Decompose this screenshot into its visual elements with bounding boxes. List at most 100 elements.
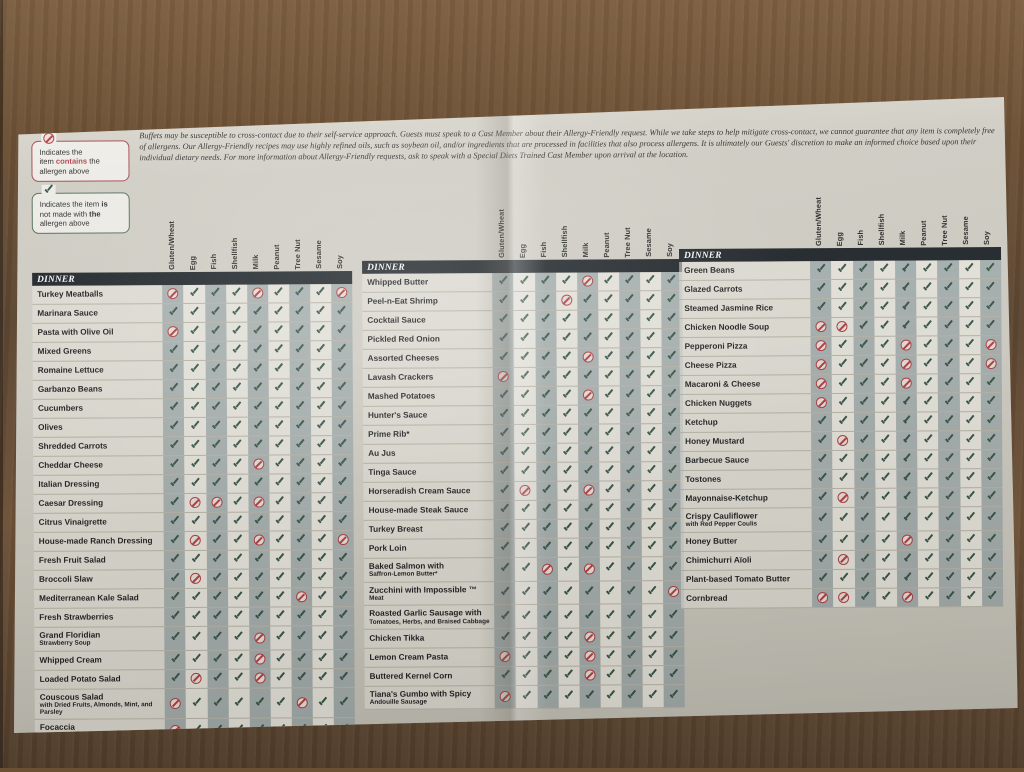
table-row[interactable]: Loaded Potato Salad <box>35 668 355 689</box>
table-row[interactable]: House-made Ranch Dressing <box>34 530 354 551</box>
table-row[interactable]: Steamed Jasmine Rice <box>679 298 1001 319</box>
check-icon <box>647 523 657 533</box>
table-row[interactable]: Horseradish Cream Sauce <box>363 480 683 501</box>
table-row[interactable]: Mediterranean Kale Salad <box>34 587 354 608</box>
table-row[interactable]: House-made Steak Sauce <box>364 499 684 520</box>
allergen-contains-cell <box>249 626 270 650</box>
allergen-free-cell <box>982 568 1003 587</box>
table-row[interactable]: Caesar Dressing <box>33 492 353 513</box>
table-row[interactable]: Peel-n-Eat Shrimp <box>362 290 682 311</box>
allergen-free-cell <box>312 588 333 607</box>
table-row[interactable]: Honey Butter <box>681 530 1003 551</box>
table-row[interactable]: Lavash Crackers <box>363 366 683 387</box>
allergen-free-cell <box>918 550 939 569</box>
allergen-contains-cell <box>811 356 832 375</box>
allergen-free-cell <box>959 393 980 412</box>
table-row[interactable]: Grand Floridian Strawberry Soup <box>34 625 354 651</box>
table-row[interactable]: Olives <box>33 416 353 437</box>
allergen-free-cell <box>535 367 556 386</box>
check-icon <box>605 523 615 533</box>
table-row[interactable]: Mashed Potatoes <box>363 385 683 406</box>
check-icon <box>646 428 656 438</box>
table-row[interactable]: Pickled Red Onion <box>362 328 682 349</box>
check-icon <box>317 516 327 526</box>
allergen-free-cell <box>598 272 619 291</box>
table-row[interactable]: Roasted Garlic Sausage with Tomatoes, Her… <box>364 604 684 630</box>
table-row[interactable]: Hunter's Sauce <box>363 404 683 425</box>
table-row[interactable]: Zucchini with Impossible ™ Meat <box>364 580 684 606</box>
table-row[interactable]: Turkey Meatballs <box>32 284 352 304</box>
allergen-free-cell <box>959 260 980 279</box>
check-icon <box>604 390 614 400</box>
check-icon <box>519 315 529 325</box>
table-row[interactable]: Chicken Nuggets <box>680 393 1002 414</box>
check-icon <box>522 692 532 702</box>
check-icon <box>232 402 242 412</box>
table-row[interactable]: Garbanzo Beans <box>33 378 353 399</box>
table-row[interactable]: Tostones <box>680 469 1002 490</box>
allergen-contains-cell <box>291 687 312 718</box>
check-icon <box>625 428 635 438</box>
table-row[interactable]: Romaine Lettuce <box>33 359 353 380</box>
table-row[interactable]: Broccoli Slaw <box>34 568 354 589</box>
table-row[interactable]: Chimichurri Aïoli <box>681 549 1003 570</box>
table-row[interactable]: Tinga Sauce <box>363 461 683 482</box>
table-row[interactable]: Cheese Pizza <box>680 355 1002 376</box>
allergen-free-cell <box>895 261 916 280</box>
table-row[interactable]: Chicken Noodle Soup <box>679 317 1001 338</box>
allergen-free-cell <box>896 393 917 412</box>
allergen-column-header: Soy <box>981 231 991 246</box>
table-row[interactable]: Prime Rib* <box>363 423 683 444</box>
check-icon <box>234 673 244 683</box>
table-row[interactable]: Marinara Sauce <box>32 302 352 323</box>
check-icon <box>192 698 202 708</box>
allergen-free-cell <box>600 685 621 709</box>
allergen-free-cell <box>640 310 661 329</box>
table-row[interactable]: Cornbread <box>681 587 1003 608</box>
table-row[interactable]: Cucumbers <box>33 397 353 418</box>
check-icon <box>522 670 532 680</box>
allergen-contains-cell <box>896 374 917 393</box>
table-row[interactable]: Green Beans <box>679 260 1001 280</box>
check-icon <box>860 554 870 564</box>
table-row[interactable]: Buttered Kernel Corn <box>365 665 685 686</box>
table-row[interactable]: Mixed Greens <box>33 340 353 361</box>
table-row[interactable]: Honey Mustard <box>680 431 1002 452</box>
table-row[interactable]: Italian Dressing <box>33 473 353 494</box>
check-icon <box>169 441 179 451</box>
table-row[interactable]: Turkey Breast <box>364 518 684 539</box>
table-row[interactable]: Macaroni & Cheese <box>680 374 1002 395</box>
table-row[interactable]: Citrus Vinaigrette <box>34 511 354 532</box>
table-row[interactable]: Tiana's Gumbo with Spicy Andouille Sausag… <box>365 684 685 710</box>
table-row[interactable]: Crispy Cauliflower with Red Pepper Coulis <box>681 507 1003 533</box>
menu-item-name: Marinara Sauce <box>32 304 163 324</box>
table-row[interactable]: Pork Loin <box>364 537 684 558</box>
table-row[interactable]: Barbecue Sauce <box>680 450 1002 471</box>
table-row[interactable]: Fresh Strawberries <box>34 606 354 627</box>
table-row[interactable]: Cocktail Sauce <box>362 309 682 330</box>
check-icon <box>499 391 509 401</box>
allergen-free-cell <box>310 322 331 341</box>
table-row[interactable]: Au Jus <box>363 442 683 463</box>
table-row[interactable]: Whipped Butter <box>362 272 682 292</box>
menu-item-name: Pickled Red Onion <box>362 330 493 350</box>
table-row[interactable]: Ketchup <box>680 412 1002 433</box>
check-icon <box>858 265 868 275</box>
table-row[interactable]: Whipped Cream <box>34 649 354 670</box>
allergen-free-cell <box>620 462 641 481</box>
table-row[interactable]: Chicken Tikka <box>364 627 684 648</box>
table-row[interactable]: Couscous Salad with Dried Fruits, Almonds… <box>35 687 355 720</box>
table-row[interactable]: Cheddar Cheese <box>33 454 353 475</box>
table-row[interactable]: Pepperoni Pizza <box>680 336 1002 357</box>
table-row[interactable]: Glazed Carrots <box>679 279 1001 300</box>
table-row[interactable]: Plant-based Tomato Butter <box>681 568 1003 589</box>
allergen-free-cell <box>557 443 578 462</box>
table-row[interactable]: Shredded Carrots <box>33 435 353 456</box>
table-row[interactable]: Assorted Cheeses <box>363 347 683 368</box>
table-row[interactable]: Pasta with Olive Oil <box>32 321 352 342</box>
table-row[interactable]: Lemon Cream Pasta <box>364 646 684 667</box>
check-icon <box>541 334 551 344</box>
table-row[interactable]: Baked Salmon with Saffron-Lemon Butter* <box>364 556 684 582</box>
table-row[interactable]: Fresh Fruit Salad <box>34 549 354 570</box>
table-row[interactable]: Mayonnaise-Ketchup <box>680 488 1002 509</box>
